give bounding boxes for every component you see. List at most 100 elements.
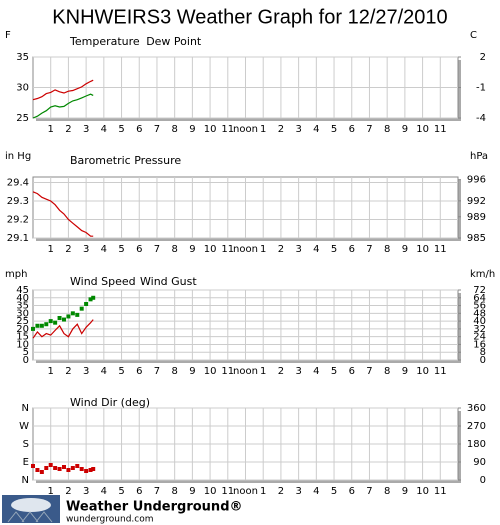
data-point bbox=[53, 320, 58, 325]
y2-tick-label: 180 bbox=[467, 439, 486, 450]
x-tick-label: 2 bbox=[278, 366, 284, 377]
x-tick-label: 7 bbox=[366, 124, 372, 135]
data-point bbox=[79, 306, 84, 311]
x-tick-label: 4 bbox=[313, 486, 319, 497]
x-tick-label: noon bbox=[233, 486, 258, 497]
page-title: KNHWEIRS3 Weather Graph for 12/27/2010 bbox=[52, 6, 447, 28]
y2-tick-label: 24 bbox=[473, 332, 486, 343]
x-tick-label: 10 bbox=[204, 486, 217, 497]
data-line bbox=[32, 79, 94, 101]
x-tick-label: 7 bbox=[366, 366, 372, 377]
x-tick-label: 6 bbox=[349, 244, 355, 255]
x-tick-label: 10 bbox=[204, 366, 217, 377]
data-point bbox=[31, 326, 35, 331]
x-tick-label: noon bbox=[233, 244, 258, 255]
y2-tick-label: 989 bbox=[467, 212, 486, 223]
y-axis-label: mph bbox=[5, 269, 27, 280]
x-tick-label: 1 bbox=[260, 244, 266, 255]
x-tick-label: 9 bbox=[402, 124, 408, 135]
x-tick-label: 4 bbox=[101, 124, 107, 135]
y2-tick-label: 72 bbox=[473, 285, 486, 296]
x-tick-label: 2 bbox=[65, 244, 71, 255]
x-tick-label: 2 bbox=[65, 124, 71, 135]
logo-lines bbox=[7, 511, 53, 523]
x-tick-label: 9 bbox=[402, 366, 408, 377]
data-point bbox=[39, 470, 44, 474]
data-point bbox=[39, 323, 44, 328]
x-tick-label: 7 bbox=[154, 244, 160, 255]
x-tick-label: 6 bbox=[349, 486, 355, 497]
x-tick-label: 5 bbox=[118, 124, 124, 135]
x-tick-label: 9 bbox=[189, 244, 195, 255]
y-tick-label: S bbox=[23, 439, 29, 450]
y-tick-label: N bbox=[22, 403, 29, 414]
data-line bbox=[32, 319, 94, 339]
x-tick-label: 10 bbox=[416, 244, 429, 255]
x-tick-label: 8 bbox=[384, 366, 390, 377]
y-tick-label: 20 bbox=[16, 324, 29, 335]
x-tick-label: 10 bbox=[416, 486, 429, 497]
x-tick-label: 2 bbox=[65, 366, 71, 377]
y-tick-label: 29.2 bbox=[7, 215, 29, 226]
y-tick-label: 40 bbox=[16, 293, 29, 304]
data-point bbox=[91, 467, 96, 471]
x-tick-label: 2 bbox=[278, 124, 284, 135]
x-tick-label: 1 bbox=[48, 124, 54, 135]
x-tick-label: 1 bbox=[48, 486, 54, 497]
x-tick-label: 11 bbox=[221, 366, 234, 377]
data-point bbox=[35, 323, 40, 328]
y-tick-label: 29.1 bbox=[7, 233, 29, 244]
x-tick-label: 3 bbox=[295, 366, 301, 377]
y-tick-label: 5 bbox=[23, 347, 29, 358]
data-line bbox=[32, 191, 94, 237]
x-tick-label: 5 bbox=[118, 366, 124, 377]
x-tick-label: 4 bbox=[313, 366, 319, 377]
x-tick-label: 8 bbox=[384, 124, 390, 135]
y-tick-label: W bbox=[19, 421, 29, 432]
y2-tick-label: -1 bbox=[476, 83, 486, 94]
data-line bbox=[32, 93, 94, 119]
legend-entry: Barometric Pressure bbox=[70, 154, 181, 167]
data-point bbox=[66, 314, 71, 319]
y-axis-label: in Hg bbox=[5, 151, 31, 162]
x-tick-label: 8 bbox=[171, 124, 177, 135]
x-tick-label: 11 bbox=[221, 124, 234, 135]
x-tick-label: 11 bbox=[221, 486, 234, 497]
x-tick-label: 1 bbox=[260, 366, 266, 377]
y2-tick-label: 996 bbox=[467, 175, 486, 186]
x-tick-label: 6 bbox=[136, 124, 142, 135]
y-tick-label: 29.3 bbox=[7, 196, 29, 207]
legend-entry: Dew Point bbox=[146, 35, 202, 48]
x-tick-label: 7 bbox=[154, 366, 160, 377]
x-tick-label: 6 bbox=[136, 244, 142, 255]
x-tick-label: 7 bbox=[154, 486, 160, 497]
data-point bbox=[75, 464, 80, 468]
y2-tick-label: 270 bbox=[467, 421, 486, 432]
x-tick-label: 6 bbox=[349, 366, 355, 377]
y-tick-label: 30 bbox=[16, 308, 29, 319]
legend-entry: Wind Speed bbox=[70, 275, 136, 288]
x-tick-label: 10 bbox=[416, 366, 429, 377]
data-point bbox=[88, 468, 93, 472]
x-tick-label: 8 bbox=[384, 244, 390, 255]
x-tick-label: 11 bbox=[434, 486, 447, 497]
x-tick-label: 1 bbox=[48, 244, 54, 255]
y-tick-label: 29.4 bbox=[7, 178, 29, 189]
x-tick-label: 9 bbox=[402, 486, 408, 497]
x-tick-label: 10 bbox=[416, 124, 429, 135]
y2-tick-label: 0 bbox=[480, 355, 486, 366]
x-tick-label: 3 bbox=[83, 244, 89, 255]
data-point bbox=[79, 467, 84, 471]
x-tick-label: 1 bbox=[260, 124, 266, 135]
data-point bbox=[53, 466, 58, 470]
x-tick-label: 4 bbox=[101, 486, 107, 497]
data-point bbox=[44, 322, 49, 327]
x-tick-label: 7 bbox=[154, 124, 160, 135]
legend-entry: Temperature bbox=[69, 35, 140, 48]
y2-tick-label: 0 bbox=[480, 475, 486, 486]
logo bbox=[2, 495, 60, 523]
y-tick-label: 35 bbox=[16, 52, 29, 63]
x-tick-label: 2 bbox=[278, 244, 284, 255]
y-tick-label: 25 bbox=[16, 113, 29, 124]
y2-tick-label: 16 bbox=[473, 339, 486, 350]
